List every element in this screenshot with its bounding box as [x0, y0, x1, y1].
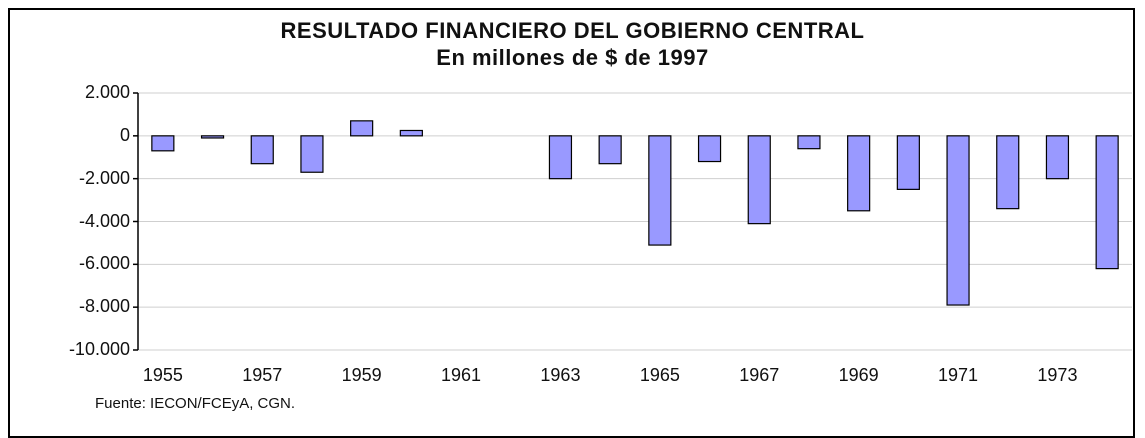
chart-title: RESULTADO FINANCIERO DEL GOBIERNO CENTRA…	[280, 18, 865, 43]
bar-1956	[200, 135, 225, 139]
x-tick-label: 1955	[142, 365, 183, 385]
y-tick-label: -6.000	[78, 253, 130, 274]
bar-1972	[996, 135, 1020, 210]
y-tick-label: -4.000	[78, 210, 130, 231]
y-tick-label: 0	[119, 124, 130, 145]
x-tick-label: 1965	[639, 365, 680, 385]
bar-1970	[896, 135, 920, 190]
bar-1966	[697, 135, 722, 163]
y-tick-label: 2.000	[84, 82, 130, 102]
x-tick-label: 1971	[938, 365, 979, 385]
bar-1965	[648, 135, 672, 246]
bar-1959	[350, 120, 374, 137]
bar-chart	[133, 92, 1132, 351]
y-tick-label: -2.000	[78, 167, 130, 188]
bar-1971	[946, 135, 970, 306]
x-tick-label: 1961	[441, 365, 482, 385]
bar-1960	[399, 129, 423, 137]
bar-1974	[1095, 135, 1119, 270]
y-tick-label: -10.000	[68, 339, 130, 359]
bar-1955	[151, 135, 175, 152]
bar-1973	[1045, 135, 1070, 180]
bar-1958	[300, 135, 324, 173]
bar-1967	[747, 135, 771, 225]
x-tick-label: 1969	[838, 365, 879, 385]
y-tick-label: -8.000	[78, 296, 130, 317]
bar-1963	[548, 135, 573, 180]
x-tick-label: 1959	[341, 365, 382, 385]
bar-1969	[847, 135, 871, 212]
x-tick-label: 1967	[739, 365, 780, 385]
bar-1957	[250, 135, 274, 165]
chart-subtitle: En millones de $ de 1997	[436, 45, 709, 70]
x-tick-label: 1973	[1037, 365, 1078, 385]
bar-1968	[797, 135, 821, 150]
source-note: Fuente: IECON/FCEyA, CGN.	[95, 395, 296, 412]
x-tick-label: 1963	[540, 365, 581, 385]
bar-1964	[598, 135, 622, 165]
x-tick-label: 1957	[242, 365, 283, 385]
